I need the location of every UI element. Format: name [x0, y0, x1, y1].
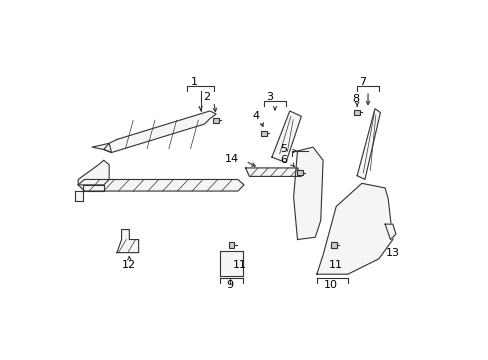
Polygon shape: [92, 143, 111, 153]
Text: 7: 7: [358, 77, 366, 87]
Polygon shape: [316, 183, 392, 274]
Polygon shape: [103, 111, 216, 153]
Polygon shape: [384, 224, 395, 239]
Polygon shape: [117, 230, 138, 253]
Text: 2: 2: [203, 92, 210, 102]
Text: 4: 4: [252, 111, 260, 121]
Polygon shape: [245, 168, 301, 176]
Text: 11: 11: [232, 260, 246, 270]
Bar: [297, 170, 302, 175]
Text: 5: 5: [280, 144, 287, 154]
Text: 12: 12: [122, 260, 136, 270]
Polygon shape: [293, 147, 323, 239]
Polygon shape: [356, 109, 380, 180]
Text: 3: 3: [265, 92, 272, 102]
Bar: [228, 242, 234, 248]
Polygon shape: [220, 251, 243, 276]
Text: 13: 13: [385, 248, 399, 258]
Polygon shape: [271, 111, 301, 163]
Text: 8: 8: [351, 94, 359, 104]
Text: 14: 14: [225, 154, 239, 164]
Polygon shape: [75, 185, 103, 201]
Polygon shape: [78, 180, 244, 191]
Text: 11: 11: [328, 260, 343, 270]
Bar: [261, 131, 266, 136]
Text: 6: 6: [280, 155, 287, 165]
Bar: [213, 117, 219, 123]
Polygon shape: [78, 160, 109, 185]
Text: 10: 10: [323, 280, 337, 290]
Bar: [354, 110, 359, 115]
Text: 1: 1: [190, 77, 198, 87]
Text: 9: 9: [226, 280, 233, 290]
Bar: [330, 242, 336, 248]
